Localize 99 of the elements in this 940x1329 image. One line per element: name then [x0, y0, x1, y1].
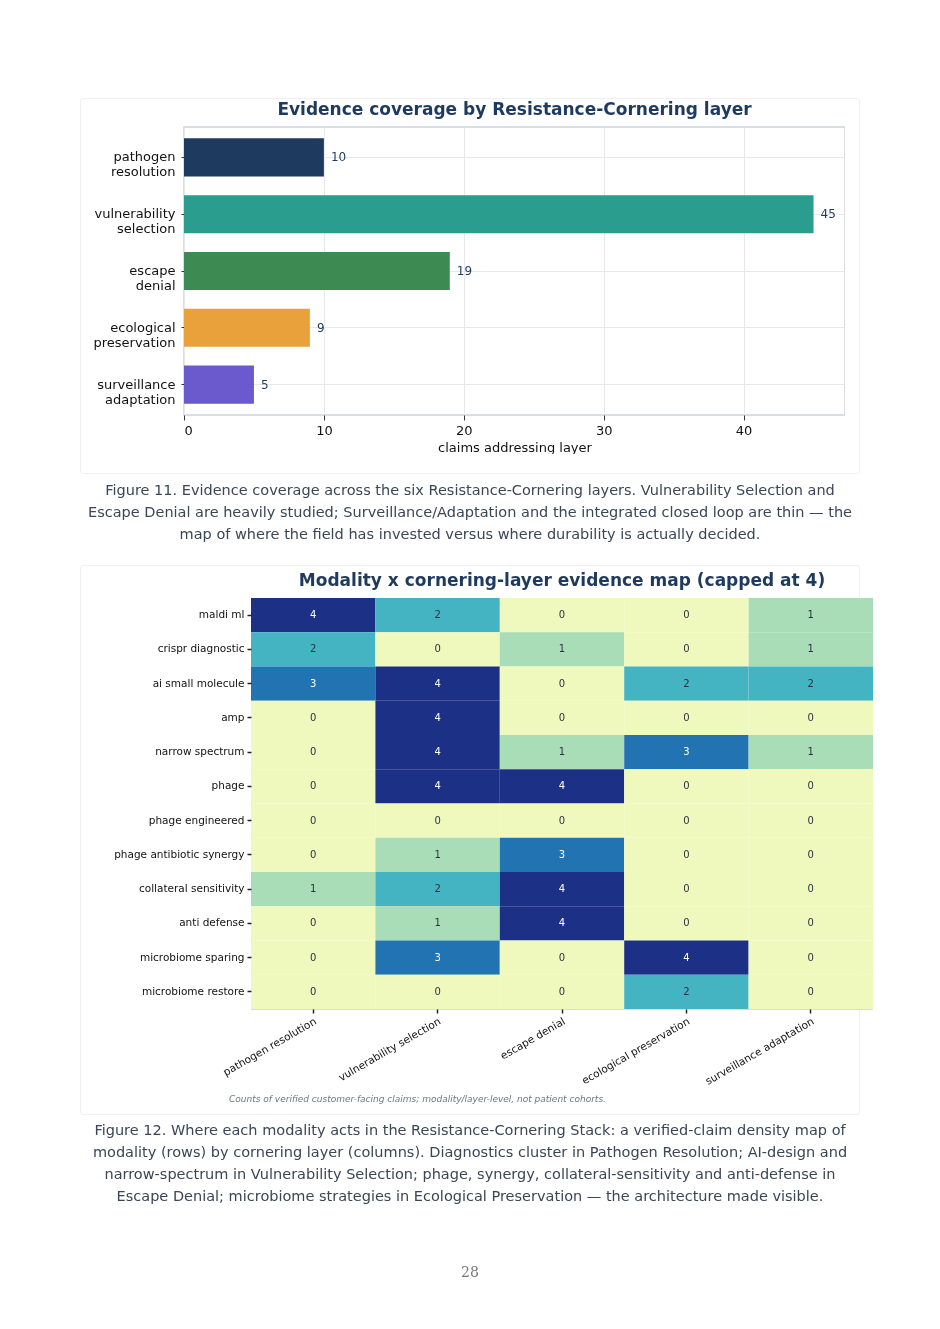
bar: [184, 138, 324, 177]
data-label: 1: [807, 609, 814, 621]
data-label: 0: [807, 814, 814, 826]
data-label: 1: [807, 643, 814, 655]
y-tick-label: anti defense: [179, 916, 245, 929]
data-label: 0: [310, 985, 317, 997]
data-label: 4: [434, 711, 441, 723]
text: Counts of verified customer-facing claims; modality/layer-level, not patient cohorts.: [229, 1094, 606, 1104]
data-label: 2: [434, 609, 441, 621]
data-label: 2: [310, 643, 317, 655]
x-tick-label: 20: [456, 422, 473, 438]
data-label: 1: [310, 883, 317, 895]
chart-title: Modality x cornering-layer evidence map (capped at 4): [298, 570, 826, 590]
bar: [184, 308, 310, 347]
data-label: 0: [558, 985, 566, 997]
y-tick-label: pathogen resolution: [110, 149, 176, 180]
data-label: 0: [683, 711, 690, 723]
x-tick-label: 10: [316, 422, 333, 438]
caption: Figure 11. Evidence coverage across the six Resistance-Cornering layers. Vulnerability Selection and Escape Denial are heavily studied; Surveillance/Adaptation and the integrated closed loop are thin — the map of where the field has invested versus where durability is actually decided.: [87, 481, 853, 544]
bar: [184, 251, 450, 291]
data-label: 0: [558, 814, 566, 826]
data-label: 0: [683, 848, 690, 860]
x-tick-label: 0: [184, 422, 193, 438]
data-label: 2: [683, 677, 690, 689]
data-label: 0: [558, 677, 566, 689]
data-label: 4: [683, 951, 690, 963]
data-label: 0: [683, 917, 690, 929]
data-label: 0: [683, 609, 690, 621]
y-tick-label: phage: [211, 779, 245, 792]
data-label: 4: [434, 677, 441, 689]
data-label: 0: [558, 609, 566, 621]
y-tick-label: microbiome restore: [141, 984, 245, 997]
x-tick-label: 40: [735, 422, 753, 438]
data-label: 0: [434, 814, 441, 826]
data-label: 9: [316, 320, 325, 335]
data-label: 0: [807, 917, 814, 929]
data-label: 1: [434, 917, 441, 929]
data-label: 10: [330, 150, 347, 165]
y-tick-label: collateral sensitivity: [138, 882, 245, 895]
data-label: 1: [558, 643, 566, 655]
data-label: 1: [558, 746, 566, 758]
data-label: 0: [310, 848, 317, 860]
data-label: 45: [820, 207, 836, 222]
data-label: 0: [807, 780, 814, 792]
data-label: 0: [310, 746, 317, 758]
data-label: 1: [434, 848, 441, 860]
data-label: 4: [310, 609, 317, 621]
data-label: 0: [558, 711, 566, 723]
data-label: 19: [456, 264, 473, 278]
data-label: 3: [683, 746, 690, 758]
y-tick-label: escape denial: [129, 263, 176, 293]
x-tick-label: 30: [595, 422, 613, 438]
y-tick-label: microbiome sparing: [139, 950, 245, 963]
data-label: 0: [310, 917, 317, 929]
data-label: 0: [434, 643, 441, 655]
y-tick-label: phage engineered: [148, 813, 245, 826]
data-label: 0: [807, 985, 814, 997]
data-label: 3: [434, 951, 441, 963]
data-label: 0: [807, 951, 814, 963]
data-label: 5: [260, 377, 269, 392]
data-label: 0: [683, 814, 690, 826]
data-label: 0: [683, 780, 690, 792]
bar: [184, 195, 814, 234]
text: 28: [460, 1264, 480, 1280]
data-label: 0: [310, 814, 317, 826]
data-label: 0: [683, 643, 690, 655]
data-label: 0: [434, 985, 441, 997]
data-label: 4: [434, 780, 441, 792]
data-label: 0: [683, 883, 690, 895]
y-tick-label: crispr diagnostic: [157, 642, 245, 655]
y-tick-label: vulnerability selection: [94, 206, 176, 237]
data-label: 4: [434, 746, 441, 758]
data-label: 0: [310, 711, 317, 723]
chart-title: Evidence coverage by Resistance-Cornering layer: [277, 99, 753, 119]
data-label: 0: [807, 848, 814, 860]
data-label: 3: [558, 848, 566, 860]
data-label: 0: [310, 780, 317, 792]
data-label: 2: [683, 985, 690, 997]
data-label: 4: [558, 917, 566, 929]
y-tick-label: surveillance adaptation: [97, 376, 176, 407]
data-label: 2: [434, 883, 441, 895]
y-tick-label: maldi ml: [198, 608, 245, 621]
data-label: 0: [310, 951, 317, 963]
data-label: 1: [807, 746, 814, 758]
data-label: 4: [558, 780, 566, 792]
data-label: 2: [807, 677, 814, 689]
caption: Figure 12. Where each modality acts in the Resistance-Cornering Stack: a verified-claim density map of modality (rows) by cornering layer (columns). Diagnostics cluster in Pathogen Resolution; AI-design and narrow-spectrum in Vulnerability Selection; phage, synergy, collateral-sensitivity and anti-defense in Escape Denial; microbiome strategies in Ecological Preservation — the architecture made visible.: [91, 1121, 849, 1206]
y-tick-label: phage antibiotic synergy: [114, 847, 245, 860]
bar: [184, 365, 254, 404]
data-label: 0: [807, 883, 814, 895]
data-label: 4: [558, 883, 566, 895]
y-tick-label: ai small molecule: [152, 676, 245, 689]
y-tick-label: amp: [221, 710, 245, 723]
data-label: 0: [558, 951, 566, 963]
x-axis-title: claims addressing layer: [438, 439, 593, 455]
y-tick-label: narrow spectrum: [155, 745, 245, 758]
y-tick-label: ecological preservation: [93, 319, 176, 350]
data-label: 3: [310, 677, 317, 689]
data-label: 0: [807, 711, 814, 723]
